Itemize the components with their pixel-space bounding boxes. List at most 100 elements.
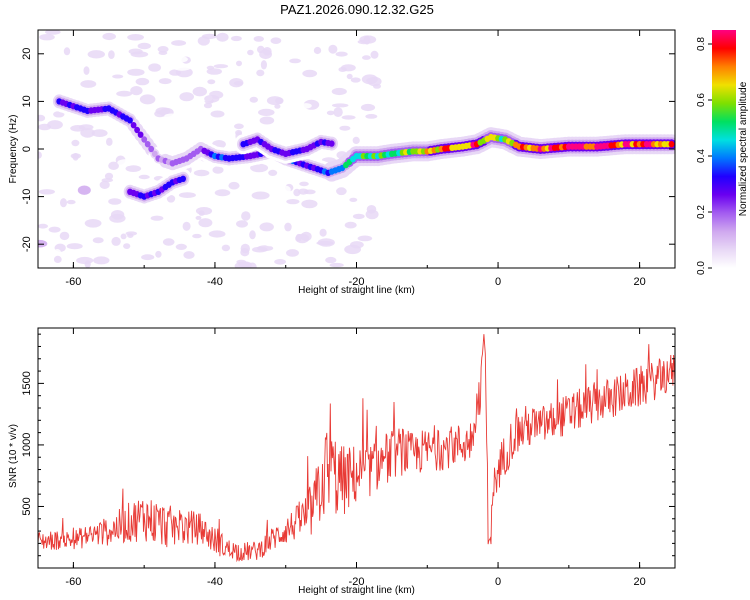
noise-blob bbox=[263, 239, 277, 247]
noise-blob bbox=[333, 200, 345, 207]
plot-frame bbox=[37, 327, 676, 569]
noise-blob bbox=[128, 48, 143, 55]
branch-mark bbox=[180, 175, 187, 182]
noise-blob bbox=[234, 123, 244, 130]
noise-blob bbox=[468, 157, 482, 162]
noise-blob bbox=[195, 215, 202, 220]
y-tick-label: 0 bbox=[21, 146, 33, 152]
noise-blob bbox=[250, 163, 269, 173]
colorbar-tick-label: 0.6 bbox=[696, 93, 707, 107]
noise-blob bbox=[259, 49, 272, 60]
noise-blob bbox=[562, 156, 579, 163]
noise-blob bbox=[197, 36, 210, 46]
y-tick-label: 500 bbox=[21, 497, 33, 515]
noise-blob bbox=[127, 68, 145, 76]
noise-blob bbox=[310, 180, 323, 187]
noise-blob bbox=[365, 114, 378, 119]
noise-blob bbox=[84, 219, 102, 228]
noise-blob bbox=[192, 233, 202, 239]
noise-blob bbox=[208, 230, 226, 238]
noise-blob bbox=[331, 87, 347, 96]
noise-blob bbox=[274, 104, 281, 109]
noise-blob bbox=[295, 233, 302, 242]
colorbar-tick-label: 0.8 bbox=[696, 37, 707, 51]
noise-blob bbox=[274, 259, 286, 265]
noise-blob bbox=[166, 195, 176, 203]
noise-blob bbox=[242, 170, 250, 176]
noise-blob bbox=[112, 60, 119, 71]
noise-blob bbox=[476, 178, 488, 184]
noise-blob bbox=[507, 169, 514, 175]
noise-blob bbox=[297, 78, 310, 84]
noise-blob bbox=[150, 215, 164, 221]
chart-title: PAZ1.2026.090.12.32.G25 bbox=[280, 2, 434, 17]
noise-blob bbox=[259, 116, 275, 125]
noise-blob bbox=[183, 251, 195, 259]
ridge-mark bbox=[151, 150, 158, 157]
noise-blob bbox=[344, 244, 361, 255]
heatmap-cells bbox=[38, 30, 675, 268]
noise-blob bbox=[38, 141, 45, 147]
noise-blob bbox=[319, 99, 333, 104]
colorbar-tick-label: 0.0 bbox=[696, 261, 707, 275]
noise-blob bbox=[270, 37, 282, 44]
noise-blob bbox=[352, 213, 365, 220]
noise-blob bbox=[221, 244, 231, 252]
noise-blob bbox=[319, 228, 327, 237]
noise-blob bbox=[251, 191, 270, 200]
noise-blob bbox=[116, 90, 132, 97]
noise-blob bbox=[112, 74, 124, 79]
noise-blob bbox=[298, 188, 309, 195]
noise-blob bbox=[162, 238, 175, 246]
noise-blob bbox=[214, 189, 231, 197]
snr-panel: -60 -40 -20 0 20 500 1000 1500 Height of straigh… bbox=[8, 327, 676, 596]
noise-blob bbox=[93, 256, 110, 265]
noise-blob bbox=[366, 77, 377, 84]
noise-blob bbox=[83, 66, 90, 75]
x-axis-label: Height of straight line (km) bbox=[298, 285, 415, 296]
noise-blob bbox=[345, 200, 352, 207]
noise-blob bbox=[350, 77, 361, 83]
noise-blob bbox=[192, 86, 207, 97]
noise-blob bbox=[357, 235, 373, 242]
noise-blob bbox=[373, 83, 381, 89]
noise-blob bbox=[286, 199, 300, 205]
x-tick-label: -20 bbox=[349, 276, 365, 288]
noise-blob bbox=[155, 250, 162, 258]
x-tick-label: 20 bbox=[633, 576, 645, 588]
x-tick-label: -60 bbox=[65, 576, 81, 588]
noise-blob bbox=[182, 221, 191, 231]
noise-blob bbox=[66, 243, 83, 250]
noise-blob bbox=[148, 63, 162, 72]
noise-blob bbox=[234, 261, 252, 268]
noise-blob bbox=[125, 231, 138, 236]
noise-blob bbox=[108, 198, 122, 205]
y-tick-label: -20 bbox=[21, 236, 33, 252]
x-tick-label: -40 bbox=[207, 276, 223, 288]
noise-blob bbox=[331, 103, 349, 108]
noise-blob bbox=[284, 222, 292, 232]
x-tick-label: 0 bbox=[495, 576, 501, 588]
noise-blob bbox=[111, 236, 121, 246]
noise-blob bbox=[599, 181, 613, 189]
noise-blob bbox=[130, 86, 143, 96]
y-axis-label: SNR (10 * v/v) bbox=[8, 424, 19, 488]
x-tick-label: 20 bbox=[633, 276, 645, 288]
noise-blob bbox=[336, 187, 347, 196]
noise-blob bbox=[551, 129, 560, 135]
noise-blob bbox=[302, 69, 318, 78]
noise-blob bbox=[360, 103, 376, 112]
noise-blob bbox=[247, 262, 257, 268]
noise-blob bbox=[391, 137, 399, 142]
noise-blob bbox=[45, 30, 61, 35]
ridge-mark bbox=[148, 145, 155, 153]
noise-blob bbox=[289, 58, 301, 64]
noise-blob bbox=[266, 96, 283, 106]
noise-blob bbox=[123, 243, 131, 250]
noise-blob bbox=[362, 55, 371, 60]
noise-blob bbox=[139, 94, 156, 105]
noise-blob bbox=[493, 168, 506, 173]
noise-blob bbox=[45, 138, 53, 143]
noise-blob bbox=[53, 255, 62, 263]
